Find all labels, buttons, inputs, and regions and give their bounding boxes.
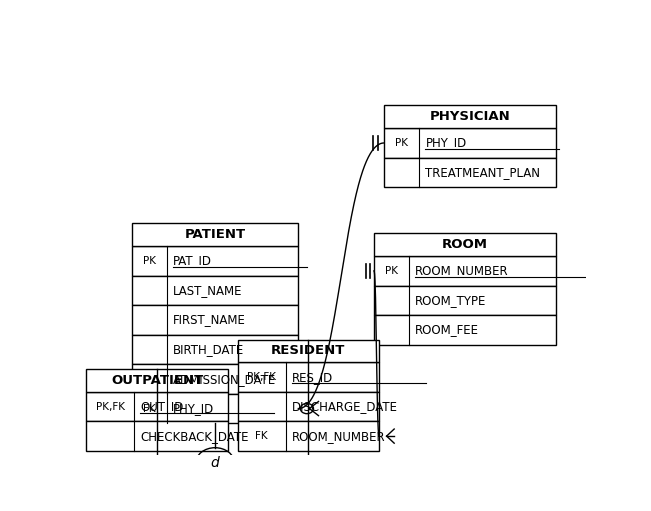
Bar — [87, 369, 228, 392]
Bar — [384, 158, 555, 187]
Text: ROOM_NUMBER: ROOM_NUMBER — [292, 430, 385, 443]
Text: FK: FK — [143, 404, 156, 413]
Text: LAST_NAME: LAST_NAME — [173, 284, 243, 297]
Bar — [132, 335, 298, 364]
Text: BIRTH_DATE: BIRTH_DATE — [173, 343, 244, 356]
Bar — [132, 394, 298, 423]
Text: ROOM_FEE: ROOM_FEE — [415, 323, 479, 336]
Bar — [238, 392, 379, 422]
Text: PK: PK — [395, 138, 408, 148]
Text: PHYSICIAN: PHYSICIAN — [430, 110, 510, 123]
Text: PHY_ID: PHY_ID — [426, 136, 467, 149]
Bar — [384, 105, 555, 128]
Bar — [238, 362, 379, 392]
Text: RESIDENT: RESIDENT — [271, 344, 346, 357]
Bar — [374, 256, 555, 286]
Bar — [374, 286, 555, 315]
Bar — [87, 422, 228, 451]
Text: PK,FK: PK,FK — [247, 372, 276, 382]
Text: PAT_ID: PAT_ID — [173, 254, 212, 267]
Text: TREATMEANT_PLAN: TREATMEANT_PLAN — [426, 166, 540, 179]
Bar — [374, 233, 555, 256]
Text: PK: PK — [143, 256, 156, 266]
Bar — [132, 364, 298, 394]
Text: d: d — [211, 456, 219, 470]
Text: OUT_ID: OUT_ID — [141, 400, 184, 413]
Bar — [384, 128, 555, 158]
Text: CHECKBACK_DATE: CHECKBACK_DATE — [141, 430, 249, 443]
Text: FIRST_NAME: FIRST_NAME — [173, 314, 246, 327]
Text: PATIENT: PATIENT — [184, 228, 245, 241]
Bar — [132, 223, 298, 246]
Bar — [132, 276, 298, 305]
Text: ROOM_NUMBER: ROOM_NUMBER — [415, 264, 509, 277]
Text: RES_ID: RES_ID — [292, 370, 333, 384]
Text: PK,FK: PK,FK — [96, 402, 125, 411]
Bar — [238, 339, 379, 362]
Text: ROOM_TYPE: ROOM_TYPE — [415, 294, 487, 307]
Bar — [238, 422, 379, 451]
Bar — [132, 246, 298, 276]
Bar — [132, 305, 298, 335]
Bar — [87, 392, 228, 422]
Text: PK: PK — [385, 266, 398, 276]
Bar — [374, 315, 555, 344]
Text: OUTPATIENT: OUTPATIENT — [111, 374, 203, 387]
Text: PHY_ID: PHY_ID — [173, 402, 214, 415]
Text: DISCHARGE_DATE: DISCHARGE_DATE — [292, 400, 398, 413]
Text: FK: FK — [255, 431, 268, 441]
Text: ADMISSION_DATE: ADMISSION_DATE — [173, 373, 277, 385]
Text: ROOM: ROOM — [442, 238, 488, 251]
